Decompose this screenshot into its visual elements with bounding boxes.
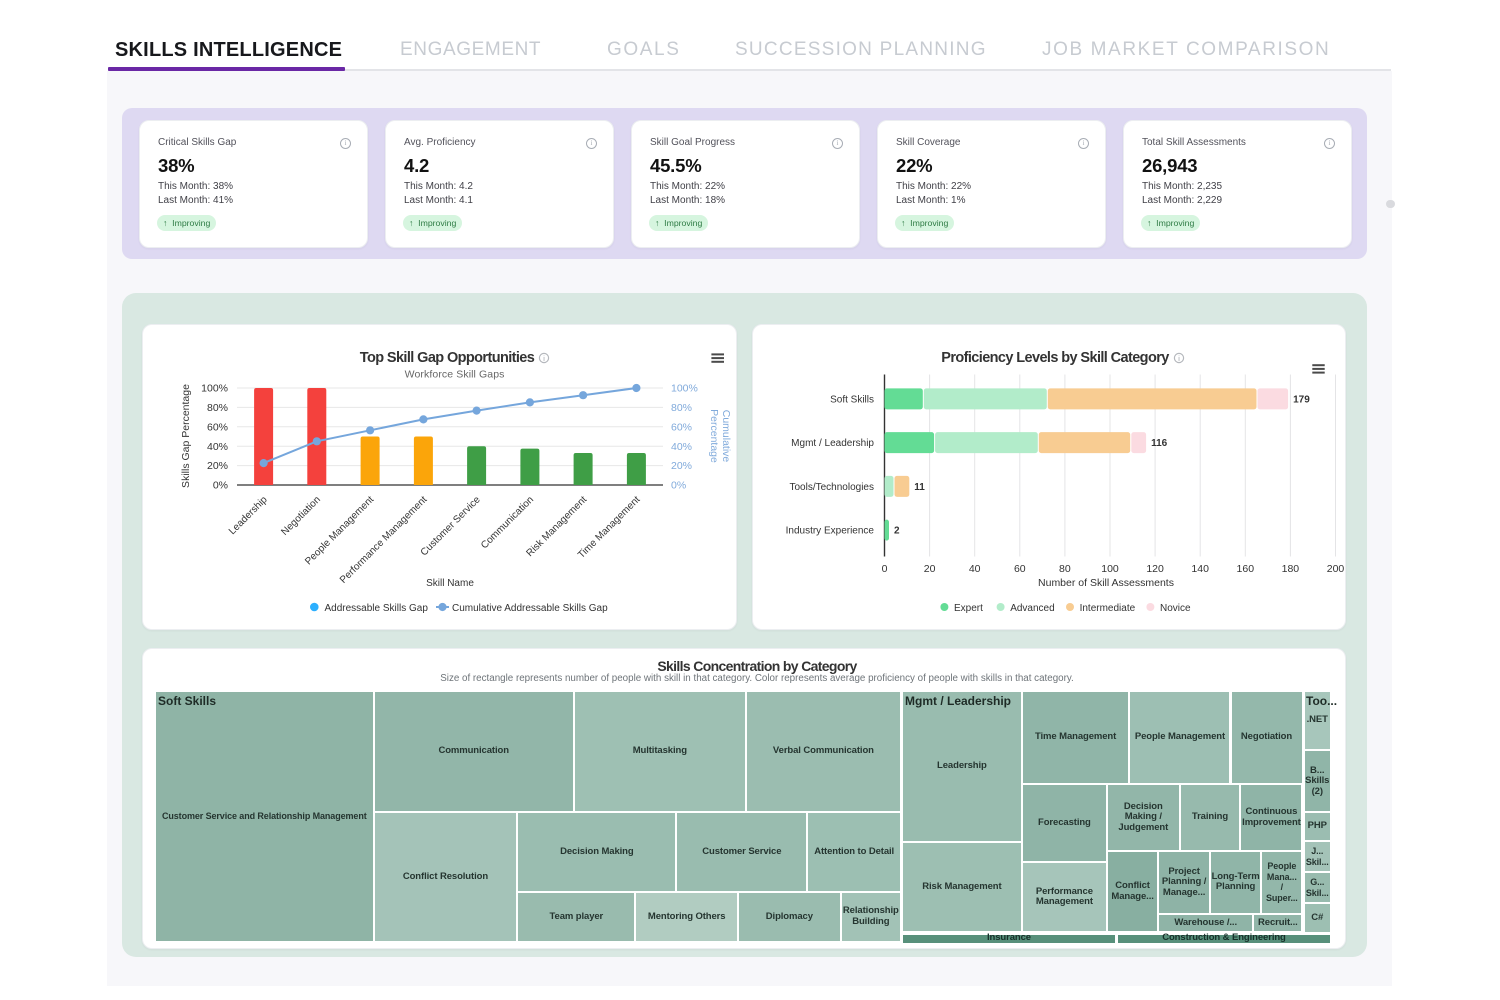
svg-text:0: 0 [882,563,888,575]
svg-text:60: 60 [1014,563,1026,575]
svg-text:100: 100 [1101,563,1119,575]
svg-text:Cumulative: Cumulative [720,410,732,463]
svg-text:Novice: Novice [1160,603,1191,614]
svg-text:60%: 60% [207,421,228,433]
svg-text:40%: 40% [671,441,692,453]
svg-text:0%: 0% [671,480,686,492]
svg-text:20%: 20% [207,460,228,472]
svg-text:100%: 100% [201,383,228,395]
svg-text:Percentage: Percentage [708,409,720,463]
svg-text:Negotiation: Negotiation [279,494,323,538]
svg-text:160: 160 [1237,563,1255,575]
svg-text:Addressable Skills Gap: Addressable Skills Gap [325,603,429,614]
svg-text:179: 179 [1293,395,1310,406]
svg-text:Intermediate: Intermediate [1080,603,1136,614]
svg-text:80%: 80% [207,402,228,414]
svg-text:Tools/Technologies: Tools/Technologies [790,482,875,493]
svg-text:0%: 0% [213,480,228,492]
svg-text:Expert: Expert [954,603,983,614]
svg-text:180: 180 [1282,563,1300,575]
svg-text:Skill Name: Skill Name [426,578,474,589]
svg-text:Communication: Communication [479,494,536,551]
svg-text:2: 2 [894,526,900,537]
svg-text:Performance Management: Performance Management [338,494,430,586]
svg-text:i: i [1178,356,1180,363]
svg-text:120: 120 [1146,563,1164,575]
svg-text:200: 200 [1327,563,1344,575]
svg-text:Customer Service: Customer Service [419,494,483,558]
svg-text:Industry Experience: Industry Experience [786,526,875,537]
svg-text:116: 116 [1151,438,1168,449]
svg-text:Leadership: Leadership [227,494,270,537]
svg-text:i: i [543,356,545,363]
svg-text:Workforce Skill Gaps: Workforce Skill Gaps [405,369,505,381]
svg-text:40: 40 [969,563,981,575]
svg-text:Soft Skills: Soft Skills [830,395,874,406]
svg-text:Skills Gap Percentage: Skills Gap Percentage [180,384,192,488]
svg-text:20: 20 [924,563,936,575]
svg-text:80: 80 [1059,563,1071,575]
svg-text:100%: 100% [671,383,698,395]
svg-text:11: 11 [914,482,925,493]
svg-text:20%: 20% [671,460,692,472]
svg-text:Top Skill Gap Opportunities: Top Skill Gap Opportunities [360,350,535,366]
svg-text:Proficiency Levels by Skill Ca: Proficiency Levels by Skill Category [941,350,1169,366]
svg-text:40%: 40% [207,441,228,453]
svg-text:60%: 60% [671,421,692,433]
svg-text:Number of Skill Assessments: Number of Skill Assessments [1038,577,1174,589]
svg-text:Cumulative Addressable Skills: Cumulative Addressable Skills Gap [452,603,608,614]
svg-text:Advanced: Advanced [1010,603,1054,614]
svg-text:140: 140 [1191,563,1209,575]
svg-text:Mgmt / Leadership: Mgmt / Leadership [791,438,874,449]
svg-text:80%: 80% [671,402,692,414]
